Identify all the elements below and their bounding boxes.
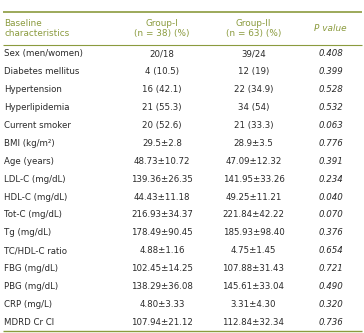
Text: 29.5±2.8: 29.5±2.8 [142, 139, 182, 148]
Text: 0.776: 0.776 [318, 139, 343, 148]
Text: Hyperlipidemia: Hyperlipidemia [4, 103, 70, 112]
Text: characteristics: characteristics [4, 29, 70, 38]
Text: 22 (34.9): 22 (34.9) [234, 85, 273, 94]
Text: 185.93±98.40: 185.93±98.40 [223, 228, 284, 237]
Text: 4.80±3.33: 4.80±3.33 [139, 300, 185, 309]
Text: 112.84±32.34: 112.84±32.34 [222, 318, 285, 327]
Text: 0.408: 0.408 [318, 49, 343, 58]
Text: 3.31±4.30: 3.31±4.30 [231, 300, 276, 309]
Text: Baseline: Baseline [4, 19, 42, 28]
Text: 48.73±10.72: 48.73±10.72 [134, 157, 190, 166]
Text: 28.9±3.5: 28.9±3.5 [234, 139, 273, 148]
Text: MDRD Cr Cl: MDRD Cr Cl [4, 318, 55, 327]
Text: Current smoker: Current smoker [4, 121, 71, 130]
Text: 47.09±12.32: 47.09±12.32 [225, 157, 282, 166]
Text: PBG (mg/dL): PBG (mg/dL) [4, 282, 59, 291]
Text: 0.063: 0.063 [318, 121, 343, 130]
Text: 0.070: 0.070 [318, 210, 343, 219]
Text: (n = 63) (%): (n = 63) (%) [226, 29, 281, 38]
Text: 4 (10.5): 4 (10.5) [145, 67, 179, 76]
Text: 139.36±26.35: 139.36±26.35 [131, 174, 193, 183]
Text: 107.94±21.12: 107.94±21.12 [131, 318, 193, 327]
Text: 0.040: 0.040 [318, 192, 343, 201]
Text: 20/18: 20/18 [150, 49, 174, 58]
Text: 0.736: 0.736 [318, 318, 343, 327]
Text: P value: P value [314, 24, 347, 33]
Text: 0.490: 0.490 [318, 282, 343, 291]
Text: 107.88±31.43: 107.88±31.43 [222, 264, 285, 273]
Text: 0.376: 0.376 [318, 228, 343, 237]
Text: 178.49±90.45: 178.49±90.45 [131, 228, 193, 237]
Text: 0.532: 0.532 [318, 103, 343, 112]
Text: 0.528: 0.528 [318, 85, 343, 94]
Text: HDL-C (mg/dL): HDL-C (mg/dL) [4, 192, 68, 201]
Text: 102.45±14.25: 102.45±14.25 [131, 264, 193, 273]
Text: TC/HDL-C ratio: TC/HDL-C ratio [4, 246, 67, 255]
Text: 221.84±42.22: 221.84±42.22 [222, 210, 285, 219]
Text: Diabetes mellitus: Diabetes mellitus [4, 67, 80, 76]
Text: 216.93±34.37: 216.93±34.37 [131, 210, 193, 219]
Text: 4.75±1.45: 4.75±1.45 [231, 246, 276, 255]
Text: 0.234: 0.234 [318, 174, 343, 183]
Text: 21 (55.3): 21 (55.3) [142, 103, 182, 112]
Text: FBG (mg/dL): FBG (mg/dL) [4, 264, 58, 273]
Text: 39/24: 39/24 [241, 49, 266, 58]
Text: Tg (mg/dL): Tg (mg/dL) [4, 228, 51, 237]
Text: (n = 38) (%): (n = 38) (%) [134, 29, 190, 38]
Text: Age (years): Age (years) [4, 157, 54, 166]
Text: 0.391: 0.391 [318, 157, 343, 166]
Text: LDL-C (mg/dL): LDL-C (mg/dL) [4, 174, 66, 183]
Text: 145.61±33.04: 145.61±33.04 [222, 282, 285, 291]
Text: 20 (52.6): 20 (52.6) [142, 121, 182, 130]
Text: 21 (33.3): 21 (33.3) [234, 121, 273, 130]
Text: Group-I: Group-I [146, 19, 178, 28]
Text: Group-II: Group-II [236, 19, 271, 28]
Text: CRP (mg/L): CRP (mg/L) [4, 300, 52, 309]
Text: 0.320: 0.320 [318, 300, 343, 309]
Text: Tot-C (mg/dL): Tot-C (mg/dL) [4, 210, 62, 219]
Text: 34 (54): 34 (54) [238, 103, 269, 112]
Text: 0.721: 0.721 [318, 264, 343, 273]
Text: 138.29±36.08: 138.29±36.08 [131, 282, 193, 291]
Text: 12 (19): 12 (19) [238, 67, 269, 76]
Text: BMI (kg/m²): BMI (kg/m²) [4, 139, 55, 148]
Text: 16 (42.1): 16 (42.1) [142, 85, 182, 94]
Text: Hypertension: Hypertension [4, 85, 62, 94]
Text: Sex (men/women): Sex (men/women) [4, 49, 83, 58]
Text: 4.88±1.16: 4.88±1.16 [139, 246, 185, 255]
Text: 49.25±11.21: 49.25±11.21 [225, 192, 282, 201]
Text: 44.43±11.18: 44.43±11.18 [134, 192, 190, 201]
Text: 0.654: 0.654 [318, 246, 343, 255]
Text: 141.95±33.26: 141.95±33.26 [222, 174, 284, 183]
Text: 0.399: 0.399 [318, 67, 343, 76]
